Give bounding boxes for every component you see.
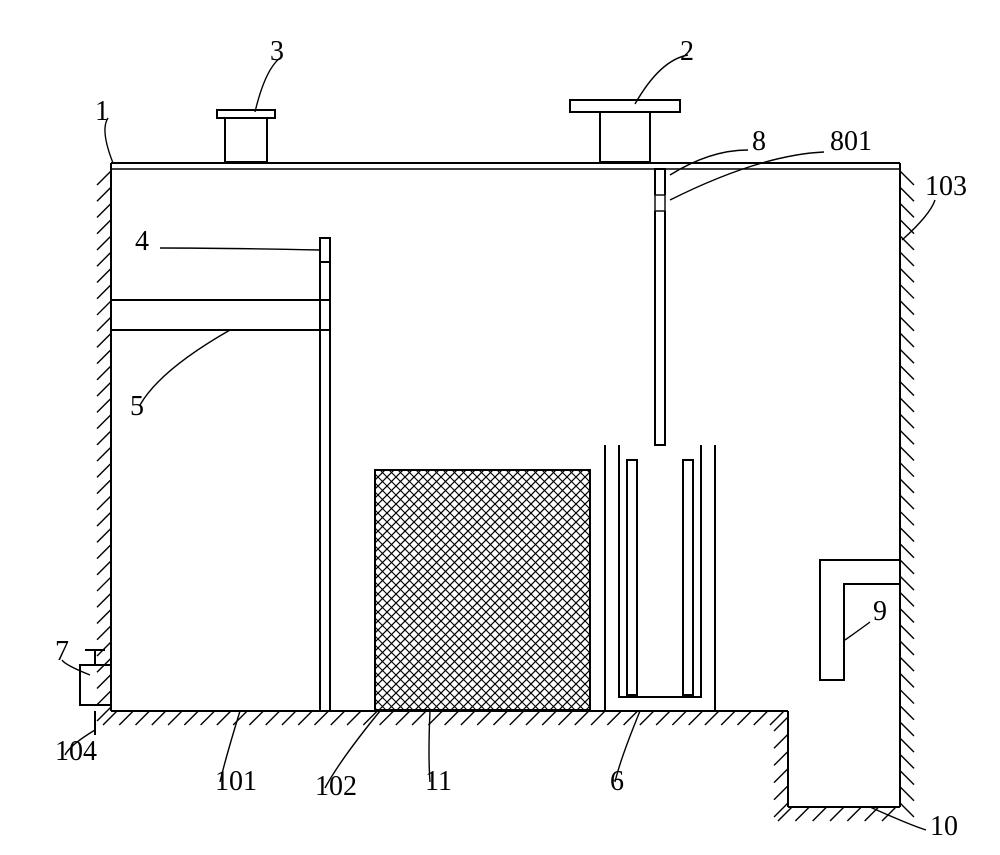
leader-801: [670, 152, 824, 200]
label-5: 5: [130, 391, 144, 422]
hatched-box-11: [375, 470, 590, 710]
leader-10: [870, 807, 926, 830]
label-1: 1: [95, 96, 109, 127]
engineering-diagram: 1 3 2 8 801 103 4 5 7 104 101 102 11 6 9 10: [0, 0, 1000, 855]
label-101: 101: [215, 766, 257, 797]
label-6: 6: [610, 766, 624, 797]
label-8: 8: [752, 126, 766, 157]
labels: 1 3 2 8 801 103 4 5 7 104 101 102 11 6 9 10: [55, 36, 967, 842]
label-10: 10: [930, 811, 958, 842]
label-801: 801: [830, 126, 872, 157]
label-104: 104: [55, 736, 97, 767]
leader-9: [845, 622, 870, 640]
leader-103: [902, 200, 935, 240]
label-9: 9: [873, 596, 887, 627]
label-4: 4: [135, 226, 149, 257]
label-11: 11: [425, 766, 452, 797]
label-102: 102: [315, 771, 357, 802]
leader-5: [140, 330, 230, 405]
structure-layer: [80, 100, 900, 807]
label-7: 7: [55, 636, 69, 667]
label-3: 3: [270, 36, 284, 67]
leader-4: [160, 248, 320, 250]
leader-lines: [62, 55, 935, 830]
label-2: 2: [680, 36, 694, 67]
label-103: 103: [925, 171, 967, 202]
